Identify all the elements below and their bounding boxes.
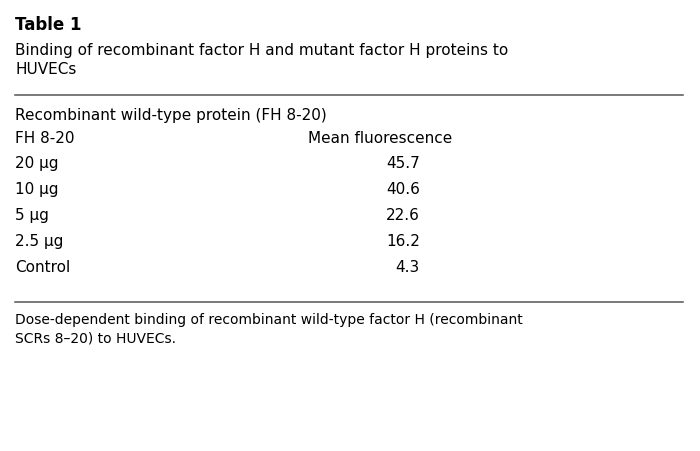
Text: 4.3: 4.3 <box>395 260 420 275</box>
Text: 20 μg: 20 μg <box>15 156 59 170</box>
Text: Control: Control <box>15 260 71 275</box>
Text: Table 1: Table 1 <box>15 16 82 34</box>
Text: 16.2: 16.2 <box>386 234 420 249</box>
Text: 22.6: 22.6 <box>386 208 420 223</box>
Text: 5 μg: 5 μg <box>15 208 49 223</box>
Text: FH 8-20: FH 8-20 <box>15 131 75 146</box>
Text: Mean fluorescence: Mean fluorescence <box>308 131 452 146</box>
Text: 10 μg: 10 μg <box>15 182 59 197</box>
Text: Binding of recombinant factor H and mutant factor H proteins to
HUVECs: Binding of recombinant factor H and muta… <box>15 43 509 77</box>
Text: Dose-dependent binding of recombinant wild-type factor H (recombinant
SCRs 8–20): Dose-dependent binding of recombinant wi… <box>15 313 523 346</box>
Text: Recombinant wild-type protein (FH 8-20): Recombinant wild-type protein (FH 8-20) <box>15 108 327 123</box>
Text: 40.6: 40.6 <box>386 182 420 197</box>
Text: 2.5 μg: 2.5 μg <box>15 234 64 249</box>
Text: 45.7: 45.7 <box>386 156 420 170</box>
